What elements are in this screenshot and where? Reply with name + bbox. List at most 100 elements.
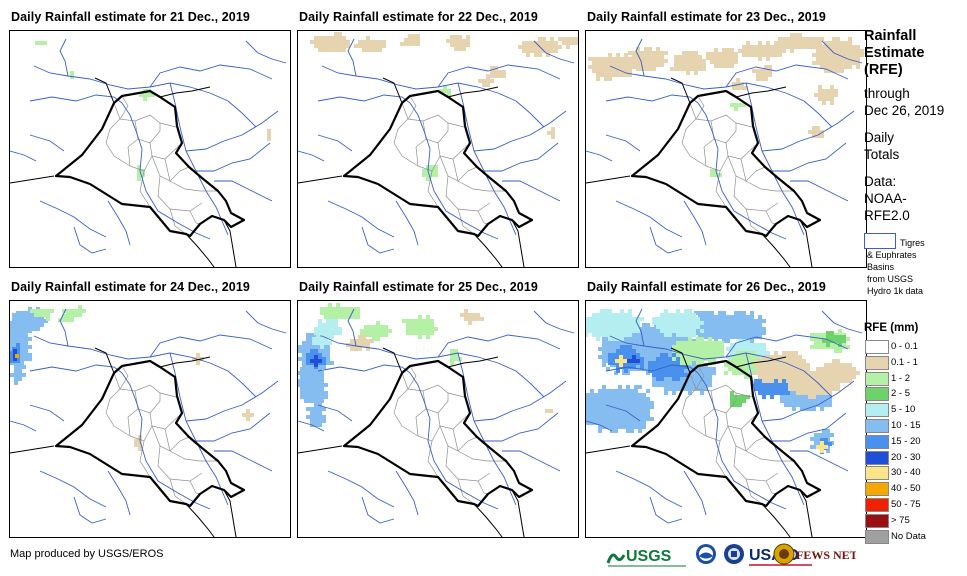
rainfall-cell [832,61,836,65]
rainfall-cell [760,77,764,81]
province-line [740,428,747,452]
rainfall-cell [786,391,790,395]
rainfall-cell [672,365,676,369]
rainfall-cell [642,417,646,421]
river-line [321,65,499,94]
rainfall-cell [610,409,614,413]
rainfall-cell [364,325,368,329]
rainfall-cell [28,337,32,341]
rainfall-cell [640,51,644,55]
rainfall-cell [848,375,852,379]
rainfall-cell [686,71,690,75]
rainfall-cell [518,45,522,49]
rainfall-cell [766,41,770,45]
rainfall-cell [814,333,818,337]
rainfall-cell [342,36,346,40]
rainfall-cell [626,339,630,343]
rainfall-cell [676,369,680,373]
rainfall-cell [636,63,640,67]
rainfall-cell [676,365,680,369]
rainfall-cell [326,327,330,331]
rainfall-cell [322,48,326,52]
rainfall-cell [736,371,740,375]
rainfall-cell [734,347,738,351]
rainfall-cell [550,41,554,45]
rainfall-cell [598,389,602,393]
province-line [157,175,203,212]
rainfall-cell [318,411,322,415]
rainfall-cell [688,383,692,387]
rainfall-cell [604,325,608,329]
rainfall-cell [652,63,656,67]
rainfall-cell [446,39,450,43]
rainfall-cell [656,373,660,377]
rainfall-cell [138,447,142,451]
rainfall-cell [608,53,612,57]
rainfall-cell [320,345,324,349]
rainfall-cell [134,443,138,447]
rainfall-cell [806,363,810,367]
rainfall-cell [816,45,820,49]
rainfall-cell [598,413,602,417]
rainfall-cell [650,347,654,351]
rainfall-cell [652,365,656,369]
rainfall-cell [622,421,626,425]
rainfall-cell [322,44,326,48]
rainfall-cell [638,393,642,397]
province-line [725,142,759,160]
rainfall-cell [604,57,608,61]
rainfall-cell [690,51,694,55]
rainfall-cell [418,319,422,323]
rainfall-cell [664,387,668,391]
rainfall-cell [714,319,718,323]
river-line [33,335,211,364]
rainfall-cell [322,323,326,327]
rainfall-cell [706,52,710,56]
rainfall-cell [714,64,718,68]
rainfall-cell [726,315,730,319]
rainfall-cell [634,409,638,413]
rainfall-cell [828,41,832,45]
rainfall-cell [784,399,788,403]
rainfall-cell [646,355,650,359]
rainfall-cell [692,341,696,345]
rainfall-cell [618,385,622,389]
rainfall-cell [586,413,590,417]
rainfall-cell [716,349,720,353]
rainfall-cell [602,347,606,351]
rainfall-cell [480,317,484,321]
outer-border-line [298,175,343,184]
rainfall-cell [318,323,322,327]
rainfall-cell [666,343,670,347]
rainfall-cell [592,321,596,325]
rainfall-cell [422,173,426,177]
rainfall-cell [642,323,646,327]
rainfall-cell [522,49,526,53]
rainfall-cell [794,37,798,41]
rainfall-cell [16,329,20,333]
rainfall-cell [650,355,654,359]
rainfall-cell [384,333,388,337]
rainfall-cell [718,56,722,60]
rainfall-cell [704,341,708,345]
rainfall-cell [696,321,700,325]
rainfall-cell [267,129,271,133]
rainfall-cell [710,319,714,323]
rainfall-cell [720,341,724,345]
rainfall-cell [830,85,834,89]
rainfall-cell [708,383,712,387]
rainfall-cell [700,387,704,391]
rainfall-cell [818,341,822,345]
rainfall-cell [814,433,818,437]
rainfall-cell [12,333,16,337]
rainfall-cell [416,42,420,46]
rainfall-cell [320,311,324,315]
rainfall-cell [804,387,808,391]
rainfall-cell [830,433,834,437]
rainfall-cell [610,421,614,425]
rainfall-cell [676,345,680,349]
panel-title: Daily Rainfall estimate for 23 Dec., 201… [587,10,826,24]
rainfall-cell [676,325,680,329]
rainfall-cell [482,79,486,83]
rainfall-cell [816,375,820,379]
